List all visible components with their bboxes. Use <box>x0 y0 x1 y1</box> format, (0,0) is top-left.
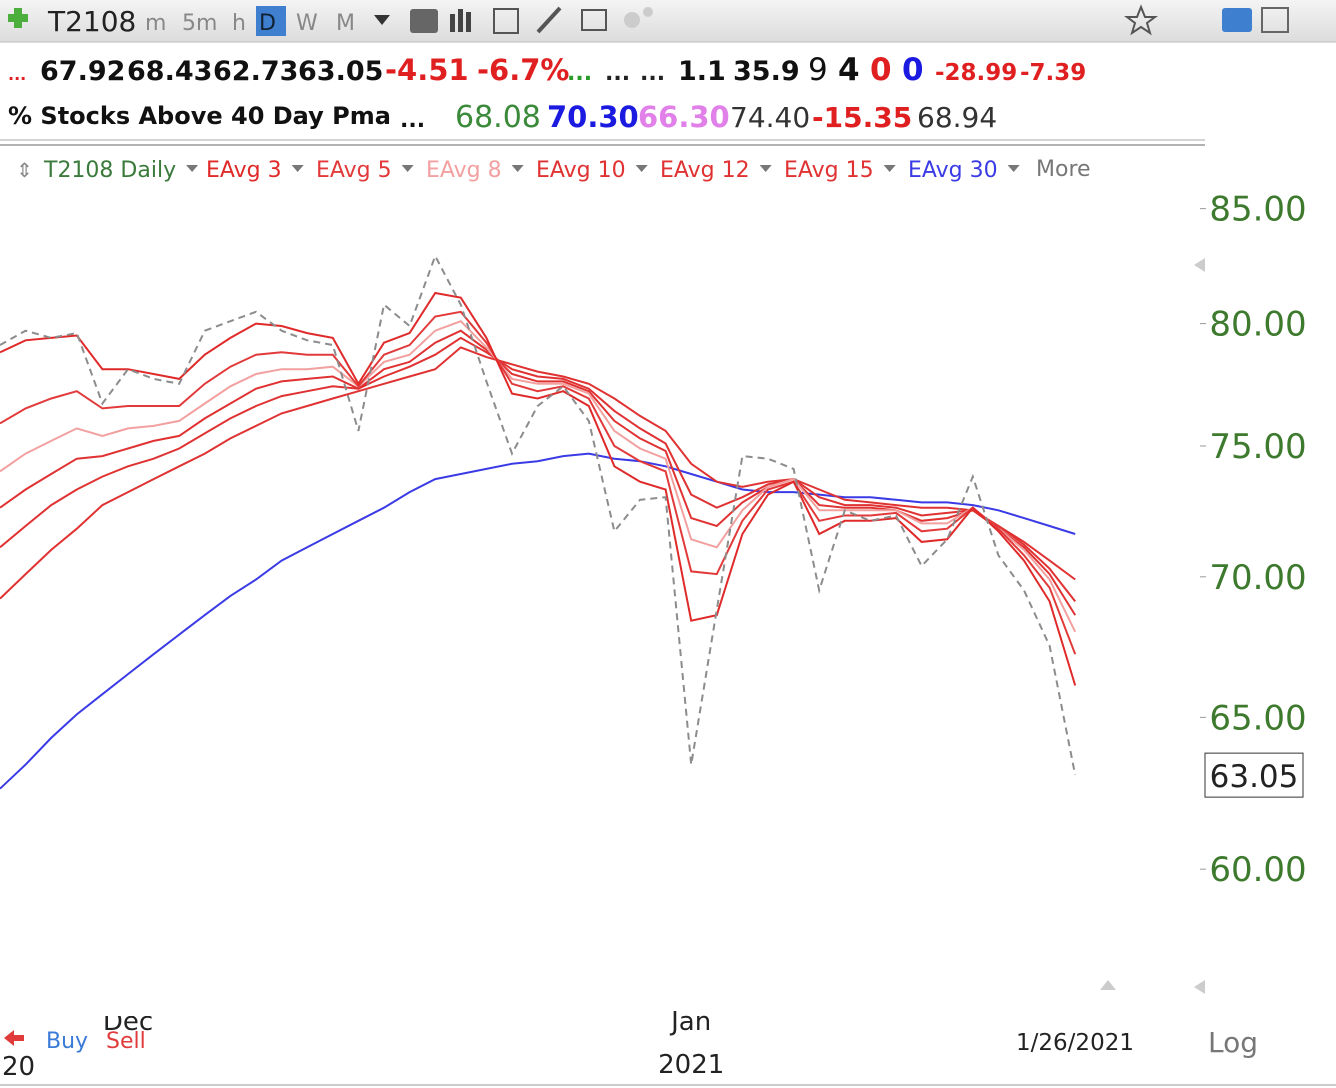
quote-value: -7.39 <box>1020 60 1086 86</box>
y-tick-label: 75.00 <box>1209 427 1306 467</box>
buy-button[interactable]: Buy <box>46 1029 88 1054</box>
legend-dropdown[interactable] <box>511 165 524 172</box>
label-mask <box>0 1000 200 1016</box>
series-line <box>0 320 1077 633</box>
series-line <box>0 310 1077 655</box>
legend-more[interactable]: More <box>1036 157 1091 182</box>
legend-dropdown[interactable] <box>291 165 304 172</box>
star-icon[interactable] <box>1124 4 1158 36</box>
timeframe[interactable]: M <box>336 11 355 36</box>
legend-dropdown[interactable] <box>635 165 648 172</box>
legend-entry[interactable]: EAvg 12 <box>660 158 750 183</box>
quote-value: 0 <box>902 52 924 88</box>
quote-value: 62.73 <box>213 56 298 87</box>
timeframe[interactable]: 5m <box>182 11 217 36</box>
quote-value: 68.43 <box>127 56 212 87</box>
note-icon[interactable] <box>581 9 607 31</box>
y-tick-label: 80.00 <box>1209 305 1306 345</box>
legend-entry[interactable]: EAvg 15 <box>784 158 874 183</box>
timeframe[interactable]: D <box>259 11 276 36</box>
y-tick-label: 60.00 <box>1209 850 1306 890</box>
add-icon[interactable] <box>8 8 28 28</box>
quote-value: 4 <box>838 52 860 88</box>
quote-value: 35.9 <box>733 56 800 87</box>
series-line <box>0 336 1076 603</box>
quote-value: 1.1 <box>678 56 726 87</box>
legend-entry[interactable]: T2108 Daily <box>43 158 176 183</box>
y-tick-label: 70.00 <box>1209 558 1306 598</box>
dropdown-icon[interactable] <box>374 15 390 25</box>
quote-value: 0 <box>870 52 892 88</box>
indicator-value: 68.94 <box>917 101 997 134</box>
quote-value: ... <box>605 61 630 86</box>
indicator-value: 68.08 <box>455 100 541 135</box>
s-icon[interactable] <box>1222 8 1252 32</box>
text-tool-icon[interactable] <box>410 9 438 33</box>
symbol: T2108 <box>47 5 136 38</box>
plot-area <box>0 253 1077 790</box>
series-line <box>0 452 1076 790</box>
quote-value: -28.99 <box>935 60 1017 86</box>
indicator-value: 66.30 <box>638 100 730 134</box>
bar-icon[interactable] <box>458 9 463 32</box>
quote-value: ... <box>640 61 665 86</box>
timeframe[interactable]: h <box>232 11 246 36</box>
quote-value: ... <box>567 61 592 86</box>
bar-icon[interactable] <box>466 12 471 32</box>
series-line <box>0 346 1076 600</box>
indicator-value: 74.40 <box>730 101 810 134</box>
legend-dropdown[interactable] <box>401 165 414 172</box>
series-line <box>0 253 1077 776</box>
timeframe[interactable]: W <box>296 11 318 36</box>
sell-button[interactable]: Sell <box>106 1029 146 1054</box>
quote-value: 67.92 <box>40 56 125 87</box>
indicator-name: % Stocks Above 40 Day Pma <box>8 102 391 130</box>
bar-icon[interactable] <box>450 14 455 32</box>
legend-entry[interactable]: EAvg 5 <box>316 158 392 183</box>
legend-entry[interactable]: EAvg 10 <box>536 158 626 183</box>
legend-entry[interactable]: EAvg 8 <box>426 158 502 183</box>
quote-value: 9 <box>808 52 828 88</box>
indicator-value: -15.35 <box>812 101 912 134</box>
scroll-arrow[interactable] <box>1194 980 1205 994</box>
dots-icon[interactable] <box>624 12 640 28</box>
series-line <box>0 329 1077 616</box>
legend-dropdown[interactable] <box>759 165 772 172</box>
scroll-arrow[interactable] <box>1100 980 1116 990</box>
scroll-arrow[interactable] <box>1194 258 1205 272</box>
series-line <box>0 291 1077 686</box>
log-toggle[interactable]: Log <box>1208 1026 1258 1059</box>
quote-value: 63.05 <box>298 56 383 87</box>
legend-dropdown[interactable] <box>186 165 199 172</box>
left-cut-label: 20 <box>2 1052 35 1082</box>
y-tick-label: 65.00 <box>1209 698 1306 738</box>
legend-arrow: ⇕ <box>16 158 33 182</box>
y-tick-label: 85.00 <box>1209 190 1306 230</box>
pencil-icon[interactable] <box>536 6 562 34</box>
legend-entry[interactable]: EAvg 30 <box>908 158 998 183</box>
x-year-label: 2021 <box>658 1050 724 1080</box>
toolbar <box>0 0 1336 42</box>
last-value: 63.05 <box>1210 759 1299 795</box>
x-tick-label: Jan <box>669 1007 711 1037</box>
quote-value: ... <box>8 65 26 84</box>
last-value-box <box>1204 752 1304 798</box>
dots-icon <box>643 7 653 17</box>
legend-dropdown[interactable] <box>1007 165 1020 172</box>
quote-value: -6.7% <box>477 53 569 87</box>
x-date-label: 1/26/2021 <box>1016 1030 1134 1056</box>
indicator-value: ... <box>400 108 425 133</box>
indicator-value: 70.30 <box>547 100 639 134</box>
legend-dropdown[interactable] <box>883 165 896 172</box>
save-icon[interactable] <box>1261 7 1289 33</box>
buy-sell-icon[interactable] <box>4 1030 24 1046</box>
quote-value: -4.51 <box>385 53 469 87</box>
grid-icon[interactable] <box>493 8 519 34</box>
legend-entry[interactable]: EAvg 3 <box>206 158 282 183</box>
timeframe-selected[interactable] <box>256 6 286 36</box>
timeframe[interactable]: m <box>145 11 166 36</box>
